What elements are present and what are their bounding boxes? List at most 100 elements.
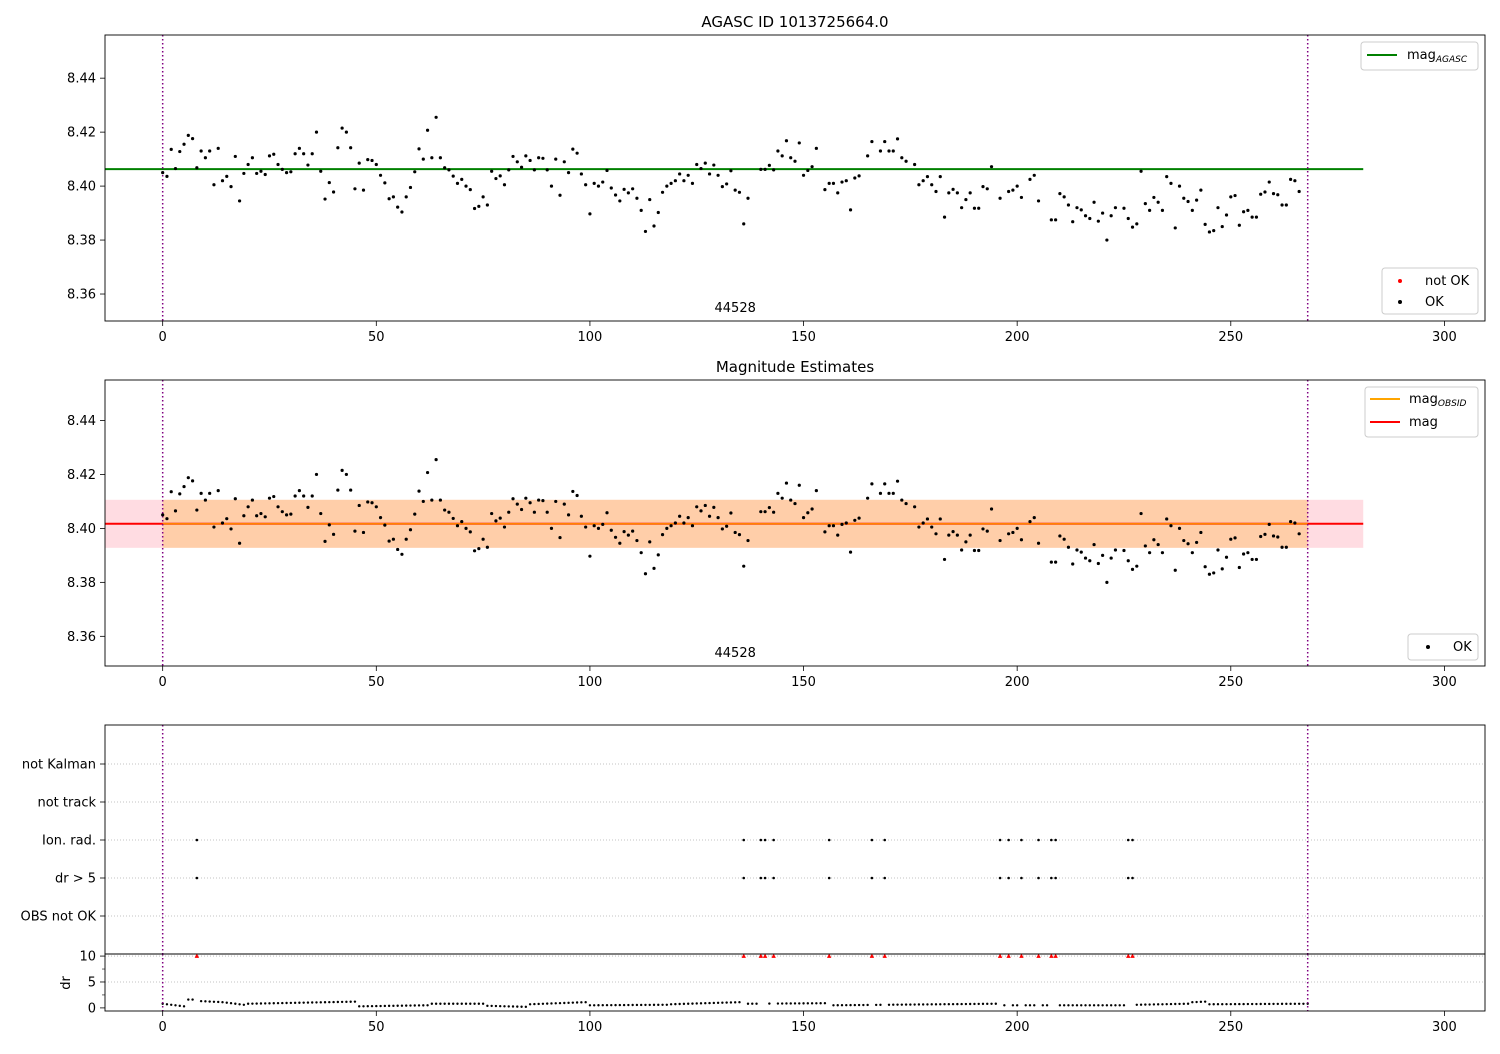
data-point (955, 191, 959, 195)
dr-point (285, 1001, 288, 1005)
data-point (844, 179, 848, 183)
data-point (400, 552, 404, 556)
data-point (870, 482, 874, 486)
data-point (460, 520, 464, 524)
data-point (767, 163, 771, 167)
dr-point (499, 1004, 502, 1008)
data-point (1186, 542, 1190, 546)
data-point (605, 511, 609, 515)
data-point (306, 505, 310, 509)
data-point (558, 535, 562, 540)
data-point (981, 527, 985, 531)
dr-point (345, 1000, 348, 1004)
data-point (216, 146, 220, 150)
data-point (1212, 229, 1216, 233)
data-point (314, 472, 319, 477)
data-point (1293, 521, 1297, 525)
data-point (195, 166, 199, 170)
dr-point (255, 1002, 258, 1005)
dr-point (362, 1005, 365, 1008)
data-point (784, 139, 789, 143)
data-point (857, 174, 861, 178)
data-point (1032, 516, 1036, 520)
agasc-magnitude-panel: AGASC ID 1013725664.0 44528 0 50 100 150 200 2… (67, 13, 1486, 345)
data-point (344, 130, 348, 134)
legend-box (1407, 633, 1479, 661)
data-point (289, 170, 293, 174)
dr-point (968, 1002, 972, 1006)
data-point (297, 146, 301, 150)
x-tick-label: 150 (791, 1020, 816, 1035)
data-point (891, 491, 895, 495)
data-point (519, 507, 524, 512)
dr-point (964, 1002, 968, 1006)
data-point (195, 508, 199, 512)
data-point (250, 156, 254, 160)
data-point (921, 521, 925, 525)
data-point (733, 530, 737, 535)
data-point (1182, 538, 1186, 543)
data-point (1293, 179, 1297, 183)
dr-point (738, 1000, 741, 1004)
data-point (1101, 211, 1105, 215)
data-point (1011, 530, 1015, 535)
flag-category-label: Ion. rad. (42, 834, 96, 849)
data-point (947, 191, 951, 195)
dr-point (712, 1001, 716, 1005)
data-point (844, 521, 848, 525)
x-tick-label: 200 (1005, 1020, 1030, 1035)
axes-frame (104, 379, 1486, 667)
dr-point (375, 1004, 378, 1008)
dr-point (580, 1001, 583, 1004)
data-point (413, 170, 417, 174)
dr-point (695, 1002, 698, 1005)
flag-point (827, 838, 831, 842)
dr-point (755, 1002, 758, 1005)
data-point (622, 530, 626, 534)
data-point (1216, 206, 1220, 210)
data-point (938, 175, 942, 179)
dr-point (862, 1003, 865, 1007)
data-point (515, 160, 519, 164)
dr-point (913, 1003, 916, 1006)
dr-point (785, 1002, 788, 1005)
data-point (883, 139, 887, 144)
data-point (848, 208, 853, 212)
data-point (759, 510, 763, 514)
dr-point (259, 1002, 263, 1005)
dr-point (1297, 1002, 1301, 1005)
dr-point (405, 1004, 408, 1007)
dr-point (1075, 1004, 1079, 1007)
data-point (622, 187, 626, 191)
dr-point (665, 1003, 669, 1006)
data-point (763, 510, 767, 514)
data-point (237, 541, 242, 545)
flag-point (742, 838, 746, 842)
data-point (430, 156, 434, 160)
dr-point (605, 1003, 609, 1007)
dr-point (806, 1002, 810, 1005)
data-point (925, 517, 930, 521)
dr-point (1084, 1004, 1087, 1007)
data-point (237, 199, 242, 203)
data-point (1289, 520, 1293, 524)
dr-clipped-marker (741, 953, 746, 958)
data-point (840, 180, 844, 184)
dr-point (1015, 1004, 1019, 1007)
dr-axis-label: dr (59, 976, 74, 990)
data-point (451, 516, 455, 521)
dr-point (652, 1003, 656, 1007)
dr-point (1186, 1002, 1190, 1005)
data-point (866, 496, 870, 500)
dr-point (554, 1002, 557, 1005)
dr-point (486, 1004, 489, 1008)
data-point (793, 501, 797, 506)
dr-point (686, 1002, 690, 1005)
data-point (913, 162, 917, 167)
data-point (229, 185, 233, 189)
x-tick-label: 50 (368, 330, 385, 345)
dr-point (1289, 1002, 1292, 1006)
data-point (472, 549, 477, 553)
dr-clipped-marker (1019, 953, 1024, 958)
